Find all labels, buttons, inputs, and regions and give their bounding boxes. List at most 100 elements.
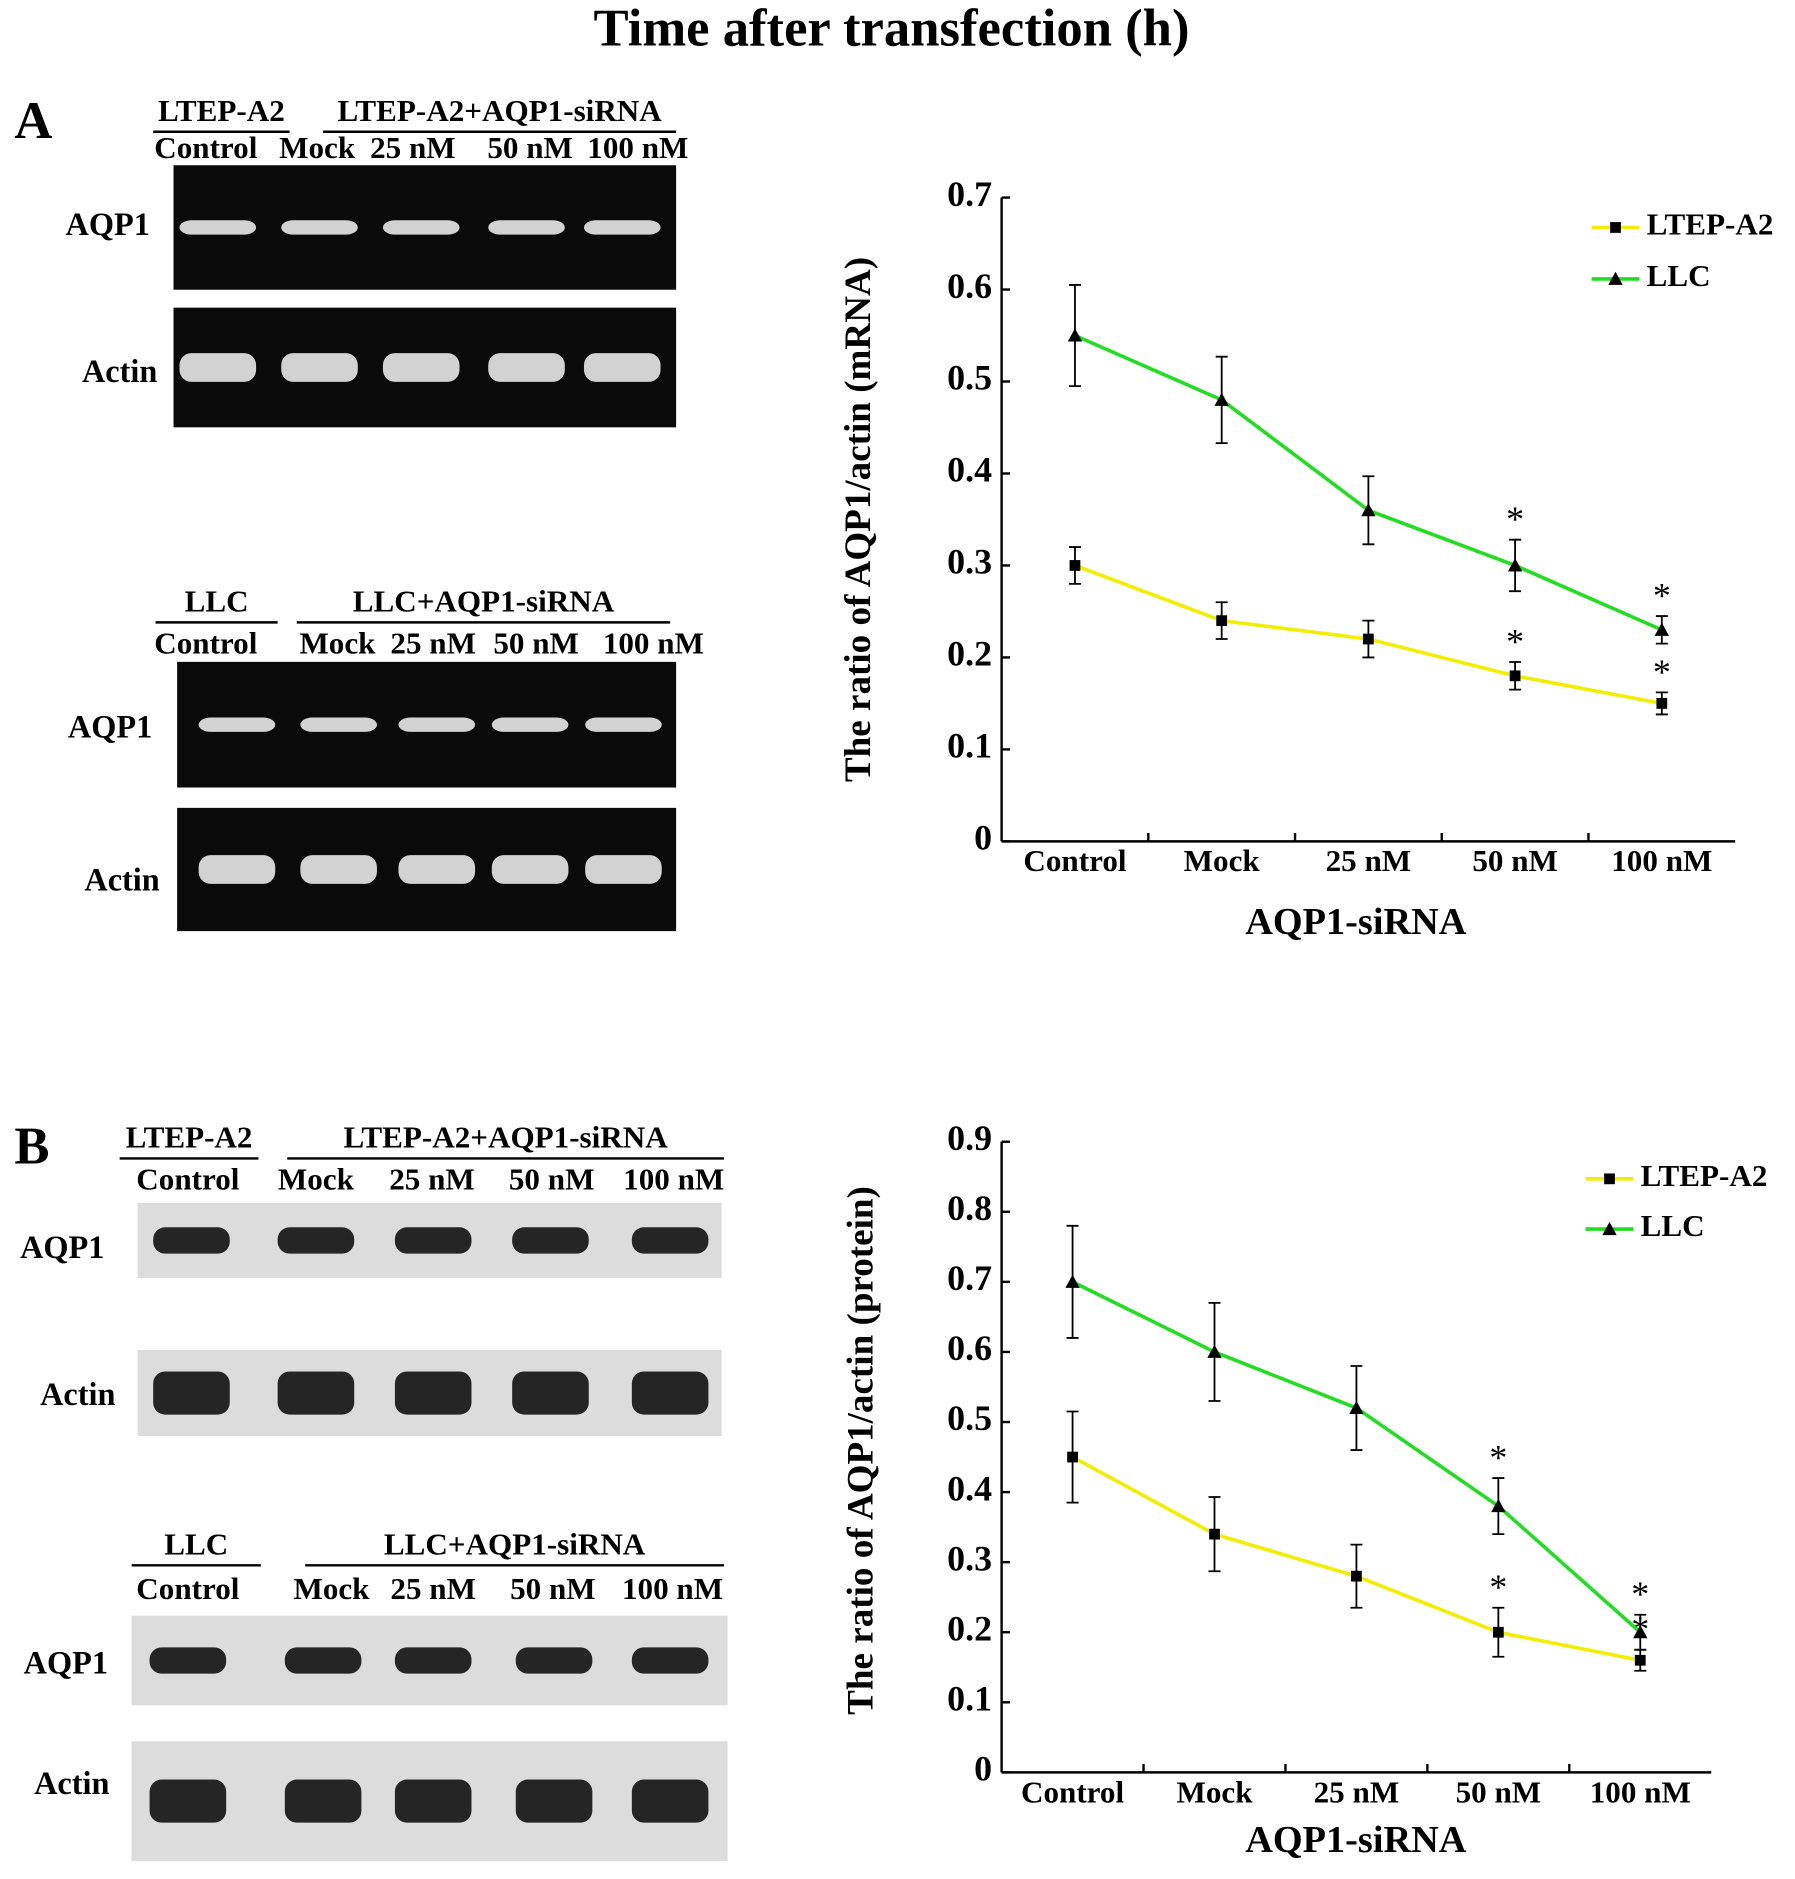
- y-tick-label: 0.3: [947, 1538, 992, 1578]
- gel-band: [300, 855, 377, 884]
- gel-band: [394, 1779, 472, 1823]
- lane-label: 50 nM: [510, 1571, 596, 1606]
- marker: [1207, 1344, 1222, 1358]
- gel-band: [398, 855, 476, 884]
- marker: [1654, 622, 1669, 636]
- significance-mark: *: [1506, 622, 1524, 662]
- row-label: AQP1: [68, 709, 152, 745]
- y-tick-label: 0: [974, 1749, 992, 1789]
- group-label: LLC+AQP1-siRNA: [353, 584, 615, 619]
- marker: [1610, 222, 1621, 233]
- x-tick-label: 25 nM: [1326, 843, 1412, 878]
- lane-label: 25 nM: [389, 1162, 475, 1197]
- marker: [1602, 1221, 1617, 1236]
- y-tick-label: 0.9: [947, 1118, 992, 1158]
- gel-band: [277, 1371, 355, 1415]
- gel-band: [277, 1227, 355, 1254]
- gel-band: [300, 717, 377, 732]
- lane-label: 50 nM: [493, 625, 579, 660]
- gel-band: [281, 220, 358, 235]
- y-tick-label: 0.1: [947, 726, 992, 766]
- lane-label: Mock: [293, 1571, 370, 1606]
- gel-band: [512, 1371, 589, 1415]
- gel-band: [153, 1371, 230, 1415]
- y-tick-label: 0.3: [947, 542, 992, 582]
- row-label: Actin: [34, 1765, 109, 1801]
- group-label: LLC: [185, 584, 249, 619]
- y-tick-label: 0.1: [947, 1679, 992, 1719]
- figure-title: Time after transfection (h): [594, 0, 1190, 58]
- marker: [1608, 271, 1623, 285]
- gel-band: [284, 1647, 362, 1674]
- y-tick-label: 0.6: [947, 266, 992, 306]
- x-tick-label: 50 nM: [1472, 843, 1558, 878]
- legend-label: LTEP-A2: [1647, 207, 1774, 242]
- gel-band: [198, 855, 276, 884]
- row-label: AQP1: [66, 206, 150, 242]
- lane-label: 25 nM: [370, 130, 456, 165]
- x-tick-label: 50 nM: [1456, 1774, 1542, 1809]
- significance-mark: *: [1489, 1438, 1507, 1478]
- marker: [1634, 1654, 1646, 1666]
- gel-band: [179, 220, 257, 235]
- y-tick-label: 0.7: [947, 1258, 992, 1298]
- lane-label: 25 nM: [390, 1571, 476, 1606]
- gel-band: [491, 855, 569, 884]
- gel-band: [149, 1647, 227, 1674]
- panel-label: A: [14, 92, 52, 150]
- gel-band: [382, 353, 460, 382]
- gel-band: [198, 717, 276, 732]
- marker: [1363, 633, 1374, 645]
- lane-label: Mock: [278, 1162, 355, 1197]
- marker: [1509, 670, 1521, 682]
- marker: [1349, 1400, 1364, 1414]
- lane-label: 100 nM: [587, 130, 688, 165]
- group-label: LTEP-A2+AQP1-siRNA: [337, 93, 662, 128]
- x-tick-label: Mock: [1184, 843, 1261, 878]
- legend-label: LLC: [1641, 1208, 1705, 1243]
- group-label: LTEP-A2+AQP1-siRNA: [343, 1120, 668, 1155]
- lane-label: Control: [154, 130, 257, 165]
- gel-band: [179, 353, 257, 382]
- x-tick-label: Mock: [1176, 1774, 1253, 1809]
- y-axis-label: The ratio of AQP1/actin (mRNA): [838, 257, 879, 782]
- marker: [1656, 698, 1668, 709]
- gel-band: [284, 1779, 362, 1823]
- y-tick-label: 0.6: [947, 1328, 992, 1368]
- lane-label: 50 nM: [487, 130, 573, 165]
- gel-band: [583, 353, 661, 382]
- marker: [1067, 328, 1083, 342]
- lane-label: Mock: [299, 625, 376, 660]
- gel-band: [394, 1371, 472, 1415]
- lane-label: Control: [154, 625, 257, 660]
- row-label: Actin: [84, 862, 159, 898]
- marker: [1361, 503, 1376, 517]
- y-tick-label: 0.7: [947, 174, 992, 214]
- legend-label: LTEP-A2: [1641, 1158, 1768, 1193]
- y-tick-label: 0.5: [947, 358, 992, 398]
- legend-label: LLC: [1647, 258, 1711, 293]
- x-tick-label: Control: [1023, 843, 1126, 878]
- gel-band: [281, 353, 358, 382]
- gel-band: [149, 1779, 227, 1823]
- y-tick-label: 0.4: [947, 450, 992, 490]
- marker: [1491, 1498, 1506, 1513]
- significance-mark: *: [1653, 652, 1671, 692]
- gel-band: [631, 1227, 709, 1254]
- gel-band: [398, 717, 476, 732]
- marker: [1069, 560, 1081, 571]
- x-axis-label: AQP1-siRNA: [1245, 901, 1467, 943]
- x-tick-label: 100 nM: [1611, 843, 1712, 878]
- group-label: LTEP-A2: [126, 1120, 253, 1155]
- lane-label: Mock: [279, 130, 356, 165]
- x-tick-label: 100 nM: [1590, 1774, 1691, 1809]
- group-label: LLC: [164, 1527, 228, 1562]
- marker: [1604, 1173, 1615, 1185]
- gel-band: [488, 220, 565, 235]
- marker: [1492, 1626, 1504, 1638]
- significance-mark: *: [1653, 576, 1671, 616]
- marker: [1507, 558, 1523, 572]
- gel-band: [488, 353, 565, 382]
- y-tick-label: 0.2: [947, 634, 992, 674]
- significance-mark: *: [1489, 1567, 1507, 1607]
